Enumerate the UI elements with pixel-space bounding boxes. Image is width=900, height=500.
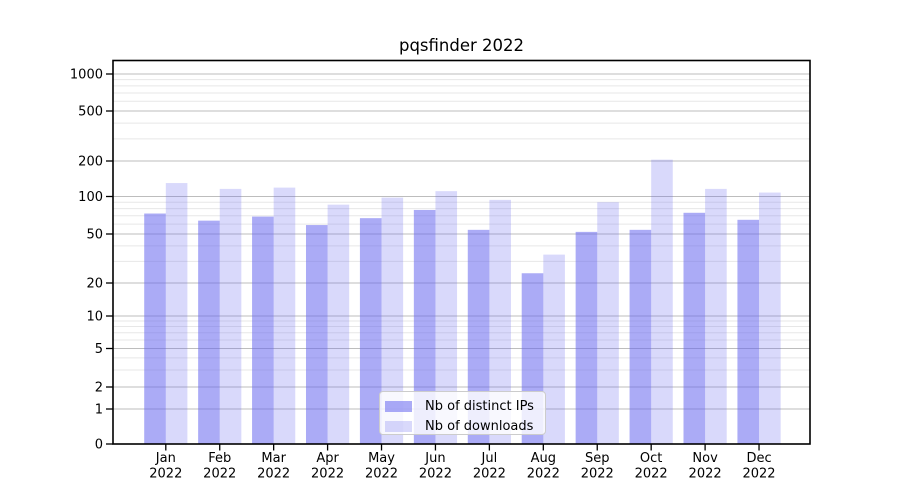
bar-distinct-ips-dec <box>737 219 760 444</box>
bar-distinct-ips-oct <box>629 229 652 444</box>
x-tick-label-year: 2022 <box>527 467 560 482</box>
y-tick-label: 200 <box>78 155 103 170</box>
x-tick-label-year: 2022 <box>419 467 452 482</box>
x-tick-label-year: 2022 <box>311 467 344 482</box>
bar-downloads-nov <box>705 188 727 444</box>
legend-item-distinct-ips: Nb of distinct IPs <box>380 397 545 416</box>
bar-distinct-ips-jan <box>144 213 166 444</box>
y-tick-label: 0 <box>95 438 103 453</box>
bar-downloads-aug <box>543 254 565 444</box>
legend-item-downloads: Nb of downloads <box>380 417 545 436</box>
x-tick-label-month: Oct <box>640 451 662 466</box>
bar-downloads-sep <box>597 202 619 444</box>
bar-downloads-may <box>381 197 404 444</box>
bar-downloads-dec <box>759 192 781 444</box>
bar-downloads-oct <box>651 159 673 444</box>
legend: Nb of distinct IPs Nb of downloads <box>379 391 546 435</box>
bar-distinct-ips-feb <box>198 220 220 444</box>
x-tick-label-year: 2022 <box>689 467 722 482</box>
x-tick-label-month: Mar <box>261 451 286 466</box>
x-tick-label-year: 2022 <box>203 467 236 482</box>
bar-downloads-feb <box>219 188 242 444</box>
y-tick-label: 20 <box>86 277 103 292</box>
x-tick-label-month: May <box>368 451 395 466</box>
y-tick-label: 50 <box>86 228 103 243</box>
x-tick-label-month: Nov <box>692 451 718 466</box>
bar-distinct-ips-mar <box>252 216 274 444</box>
x-tick-label-year: 2022 <box>581 467 614 482</box>
plot-frame <box>112 59 811 445</box>
legend-label-distinct-ips: Nb of distinct IPs <box>425 399 534 414</box>
bar-downloads-mar <box>273 187 296 444</box>
y-tick-label: 10 <box>86 310 103 325</box>
y-tick-label: 500 <box>78 105 103 120</box>
y-tick-label: 1 <box>95 403 103 418</box>
bar-distinct-ips-jun <box>413 209 436 444</box>
legend-label-downloads: Nb of downloads <box>425 419 534 434</box>
y-tick-label: 100 <box>78 190 103 205</box>
bar-distinct-ips-apr <box>305 225 328 444</box>
x-tick-label-year: 2022 <box>635 467 668 482</box>
x-tick-label-year: 2022 <box>473 467 506 482</box>
x-tick-label-month: Dec <box>746 451 771 466</box>
legend-swatch-downloads <box>385 421 412 432</box>
x-tick-label-year: 2022 <box>742 467 775 482</box>
x-tick-label-month: Jul <box>481 451 498 466</box>
x-tick-label-month: Jan <box>155 451 176 466</box>
x-tick-label-month: Jun <box>424 451 445 466</box>
x-tick-label-month: Feb <box>208 451 231 466</box>
y-tick-label: 2 <box>95 381 103 396</box>
bar-distinct-ips-nov <box>683 212 706 444</box>
x-tick-label-year: 2022 <box>365 467 398 482</box>
chart-title: pqsfinder 2022 <box>398 36 525 55</box>
x-tick-label-year: 2022 <box>257 467 290 482</box>
x-tick-label-month: Aug <box>531 451 556 466</box>
bar-distinct-ips-jul <box>467 229 490 444</box>
bar-downloads-apr <box>327 204 350 444</box>
legend-swatch-distinct-ips <box>385 401 412 412</box>
y-tick-label: 5 <box>95 342 103 357</box>
bar-downloads-jul <box>489 199 511 444</box>
bar-distinct-ips-may <box>359 218 382 444</box>
y-tick-label: 1000 <box>70 68 103 83</box>
bar-downloads-jun <box>435 191 458 444</box>
x-tick-label-year: 2022 <box>149 467 182 482</box>
x-tick-label-month: Sep <box>585 451 610 466</box>
bar-distinct-ips-sep <box>575 231 598 444</box>
x-tick-label-month: Apr <box>316 451 339 466</box>
bar-downloads-jan <box>165 183 188 444</box>
